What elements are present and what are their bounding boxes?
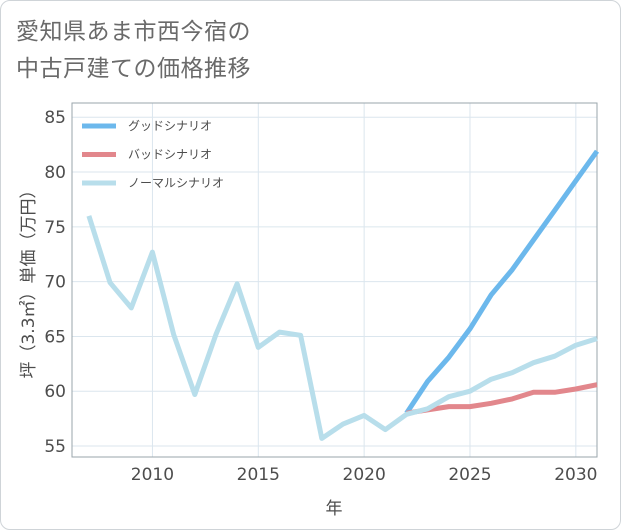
series-line-bad [406,382,598,416]
series-line-normal [86,215,598,441]
legend-label-bad: バッドシナリオ [128,148,212,162]
chart-title-line-1: 愛知県あま市西今宿の [16,19,251,45]
legend-label-normal: ノーマルシナリオ [128,176,224,190]
x-axis-label: 年 [326,499,343,519]
y-tick-label: 60 [44,382,66,402]
y-tick-label: 80 [44,163,66,183]
y-tick-label: 70 [44,273,66,293]
chart-title-line-2: 中古戸建ての価格推移 [16,56,251,82]
series-layer [86,149,600,441]
plot-frame [71,102,598,458]
y-tick-label: 65 [44,327,66,347]
tick-labels: 55 60 65 70 75 80 85 2010 2015 2020 2025 2030 [44,108,597,485]
legend-label-good: グッドシナリオ [128,119,212,133]
x-tick-label: 2020 [343,465,386,485]
chart-title: 愛知県あま市西今宿の 中古戸建ての価格推移 [16,14,336,88]
x-tick-label: 2010 [131,465,174,485]
x-tick-label: 2025 [448,465,491,485]
x-tick-label: 2030 [554,465,597,485]
y-tick-label: 55 [44,437,66,457]
y-tick-label: 75 [44,218,66,238]
y-tick-label: 85 [44,108,66,128]
x-tick-label: 2015 [237,465,280,485]
series-line-good [404,149,600,415]
y-axis-label: 坪（3.3㎡）単価（万円） [19,181,39,378]
